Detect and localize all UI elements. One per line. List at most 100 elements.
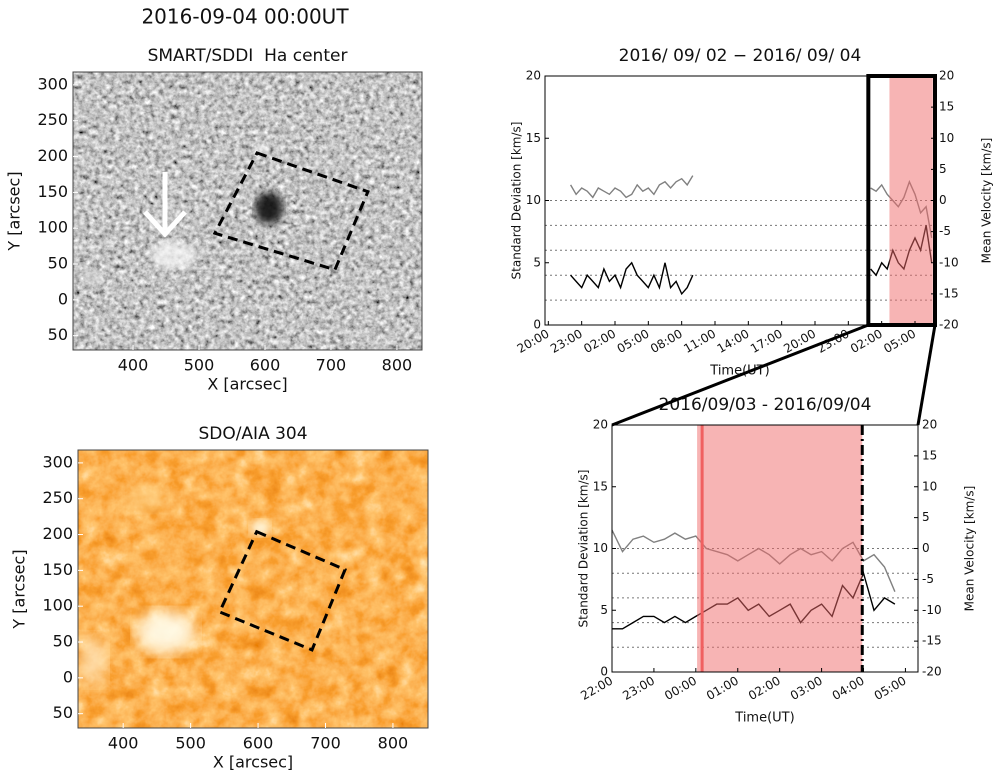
y2-tick-label: -10: [922, 603, 942, 617]
y2-tick-label: 20: [939, 69, 954, 83]
y-tick-label: 150: [42, 560, 73, 579]
y-tick-label: 100: [42, 596, 73, 615]
x-tick-label: 00:00: [662, 674, 699, 703]
y-axis-label: Y [arcsec]: [10, 549, 29, 629]
data-line: [570, 225, 933, 296]
image-texture: [78, 450, 428, 728]
zoom-connector: [611, 323, 869, 427]
x-tick-label: 500: [184, 356, 215, 375]
bright-patch: [79, 635, 107, 685]
y-tick-label: 5: [600, 603, 608, 617]
bright-patch: [136, 610, 196, 654]
y-tick-label: 250: [42, 488, 73, 507]
y2-axis-label: Mean Velocity [km/s]: [980, 138, 994, 264]
y-tick-label: 50: [48, 325, 68, 344]
x-tick-label: 600: [250, 356, 281, 375]
x-tick-label: 800: [378, 734, 409, 753]
y2-tick-label: -5: [922, 572, 934, 586]
x-tick-label: 600: [243, 734, 274, 753]
image-frame: [77, 449, 429, 729]
y-tick-label: 50: [53, 703, 73, 722]
y2-tick-label: 5: [939, 162, 947, 176]
bright-patch: [85, 269, 101, 285]
y-tick-label: 20: [526, 69, 541, 83]
y2-tick-label: 10: [922, 479, 937, 493]
y2-tick-label: 15: [939, 100, 954, 114]
x-tick-label: 23:00: [548, 327, 585, 356]
y-tick-label: 100: [37, 218, 68, 237]
y-axis-label: Standard Deviation [km/s]: [577, 470, 591, 628]
y2-tick-label: -15: [939, 286, 959, 300]
x-axis-label: Time(UT): [709, 364, 769, 379]
y2-tick-label: -20: [922, 665, 942, 679]
chart-title: SDO/AIA 304: [198, 424, 307, 444]
bright-patch: [151, 241, 195, 269]
x-tick-label: 22:00: [578, 674, 615, 703]
y-axis-label: Standard Deviation [km/s]: [510, 122, 524, 280]
x-tick-label: 400: [108, 734, 139, 753]
highlight-span: [889, 76, 933, 325]
x-tick-label: 500: [175, 734, 206, 753]
bright-patch: [130, 488, 166, 512]
x-axis-label: X [arcsec]: [213, 753, 293, 772]
sunspot: [255, 192, 283, 224]
x-tick-label: 800: [382, 356, 413, 375]
x-tick-label: 03:00: [788, 674, 825, 703]
image: [73, 72, 422, 350]
x-tick-label: 01:00: [704, 674, 741, 703]
y2-tick-label: 15: [922, 448, 937, 462]
y-tick-label: 0: [600, 665, 608, 679]
x-tick-label: 700: [316, 356, 347, 375]
arrow-head: [143, 210, 187, 238]
x-tick-label: 23:00: [815, 327, 852, 356]
region-box: [217, 529, 348, 652]
y-tick-label: 0: [63, 667, 73, 686]
x-tick-label: 02:00: [581, 327, 618, 356]
y2-tick-label: 0: [922, 541, 930, 555]
x-tick-label: 05:00: [872, 674, 909, 703]
y-tick-label: 10: [526, 193, 541, 207]
y-tick-label: 200: [42, 524, 73, 543]
y-tick-label: 0: [533, 318, 541, 332]
highlight-span: [697, 425, 863, 672]
y-tick-label: 150: [37, 182, 68, 201]
y-tick-label: 300: [37, 74, 68, 93]
chart-title: SMART/SDDI Ha center: [148, 46, 348, 66]
figure-title: 2016-09-04 00:00UT: [141, 5, 349, 29]
y-tick-label: 10: [593, 541, 608, 555]
x-tick-label: 23:00: [620, 674, 657, 703]
y2-tick-label: -15: [922, 634, 942, 648]
y-tick-label: 5: [533, 255, 541, 269]
x-tick-label: 02:00: [746, 674, 783, 703]
y2-tick-label: 5: [922, 510, 930, 524]
x-tick-label: 700: [310, 734, 341, 753]
y-tick-label: 250: [37, 110, 68, 129]
y2-tick-label: 10: [939, 131, 954, 145]
y2-tick-label: 0: [939, 193, 947, 207]
y-tick-label: 300: [42, 452, 73, 471]
y2-tick-label: -20: [939, 318, 959, 332]
x-axis-label: Time(UT): [734, 711, 794, 726]
chart-title: 2016/09/03 - 2016/09/04: [659, 395, 872, 415]
y-tick-label: 200: [37, 146, 68, 165]
y-tick-label: 50: [48, 254, 68, 273]
data-line: [569, 175, 933, 239]
x-tick-label: 400: [118, 356, 149, 375]
y-axis-label: Y [arcsec]: [5, 171, 24, 251]
y2-tick-label: -10: [939, 255, 959, 269]
y-tick-label: 15: [593, 479, 608, 493]
x-axis-label: X [arcsec]: [207, 375, 287, 394]
zoom-connector: [916, 324, 937, 426]
x-tick-label: 05:00: [615, 327, 652, 356]
y-tick-label: 15: [526, 131, 541, 145]
x-tick-label: 14:00: [715, 327, 752, 356]
y-tick-label: 0: [58, 289, 68, 308]
y2-tick-label: -5: [939, 224, 951, 238]
image-frame: [72, 71, 423, 351]
region-box: [212, 151, 370, 272]
x-tick-label: 08:00: [648, 327, 685, 356]
y-tick-label: 20: [593, 418, 608, 432]
x-tick-label: 05:00: [881, 327, 918, 356]
chart-title: 2016/ 09/ 02 − 2016/ 09/ 04: [619, 46, 862, 66]
